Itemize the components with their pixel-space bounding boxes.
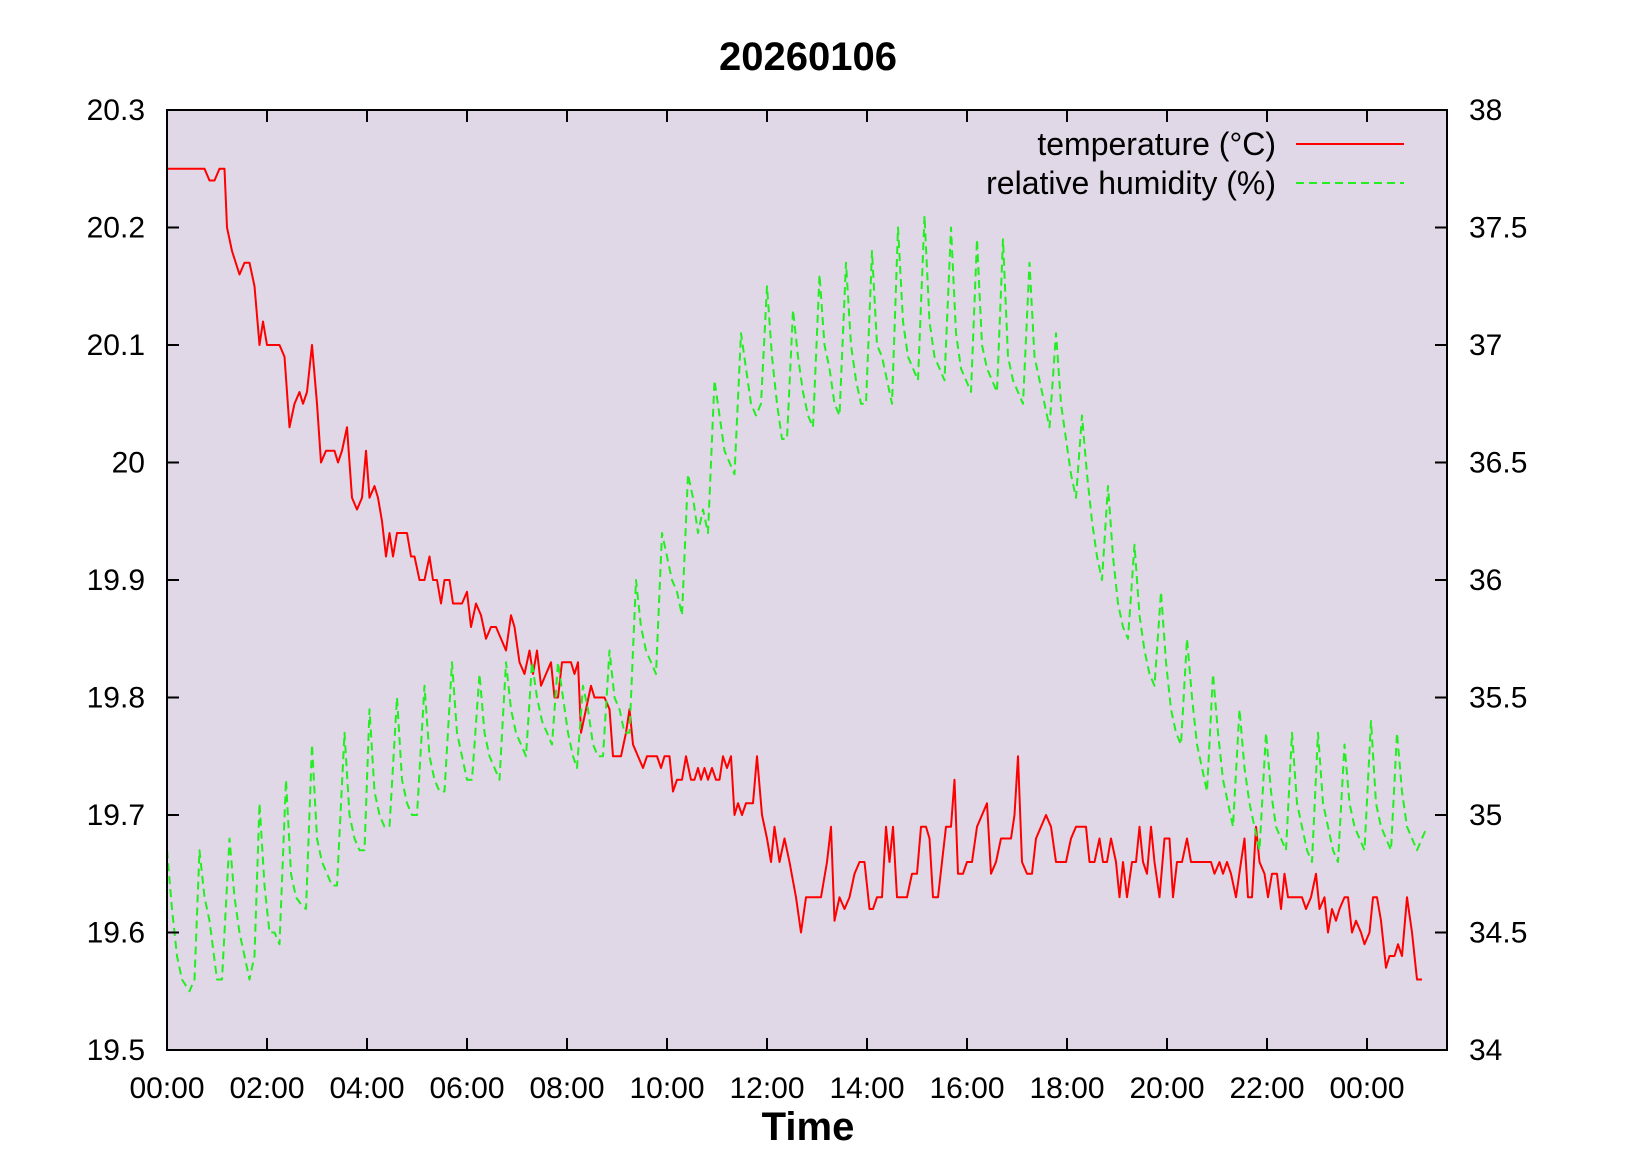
left-tick-label: 20.1 xyxy=(87,329,145,362)
left-tick-label: 20.2 xyxy=(87,212,145,245)
right-tick-label: 37.5 xyxy=(1469,212,1527,245)
x-tick-label: 02:00 xyxy=(229,1072,304,1105)
legend-label-humidity: relative humidity (%) xyxy=(986,165,1276,201)
x-tick-label: 12:00 xyxy=(729,1072,804,1105)
right-tick-label: 35.5 xyxy=(1469,682,1527,715)
right-axis: 34 34.5 35 35.5 36 36.5 37 37.5 38 xyxy=(1469,94,1527,1067)
temperature-line xyxy=(167,167,1422,981)
x-tick-label: 20:00 xyxy=(1129,1072,1204,1105)
left-tick-label: 20 xyxy=(112,447,145,480)
x-tick-label: 06:00 xyxy=(429,1072,504,1105)
right-tick-label: 38 xyxy=(1469,94,1502,127)
right-tick-label: 34 xyxy=(1469,1034,1502,1067)
left-tick-label: 19.5 xyxy=(87,1034,145,1067)
humidity-series xyxy=(166,214,1428,993)
x-tick-label: 00:00 xyxy=(1329,1072,1404,1105)
right-tick-label: 36.5 xyxy=(1469,447,1527,480)
x-axis-title: Time xyxy=(762,1105,855,1149)
left-tick-label: 19.6 xyxy=(87,917,145,950)
right-tick-label: 36 xyxy=(1469,564,1502,597)
right-tick-label: 34.5 xyxy=(1469,917,1527,950)
legend-label-temperature: temperature (°C) xyxy=(1037,126,1276,162)
left-axis: 19.5 19.6 19.7 19.8 19.9 20 20.1 20.2 20.3 xyxy=(87,94,1447,1067)
humidity-line xyxy=(166,214,1428,993)
x-tick-label: 00:00 xyxy=(129,1072,204,1105)
legend: temperature (°C) relative humidity (%) xyxy=(986,126,1404,201)
x-tick-label: 08:00 xyxy=(529,1072,604,1105)
x-tick-label: 10:00 xyxy=(629,1072,704,1105)
left-tick-label: 19.8 xyxy=(87,682,145,715)
x-axis: 00:00 02:00 04:00 06:00 08:00 10:00 12:00 14:00… xyxy=(129,110,1405,1105)
left-tick-label: 19.7 xyxy=(87,799,145,832)
left-tick-label: 20.3 xyxy=(87,94,145,127)
chart-title: 20260106 xyxy=(719,35,897,79)
x-tick-label: 16:00 xyxy=(929,1072,1004,1105)
right-tick-label: 37 xyxy=(1469,329,1502,362)
right-tick-label: 35 xyxy=(1469,799,1502,832)
x-tick-label: 22:00 xyxy=(1229,1072,1304,1105)
plot-area xyxy=(167,110,1447,1050)
left-tick-label: 19.9 xyxy=(87,564,145,597)
x-tick-label: 04:00 xyxy=(329,1072,404,1105)
x-tick-label: 18:00 xyxy=(1029,1072,1104,1105)
x-tick-label: 14:00 xyxy=(829,1072,904,1105)
temperature-series xyxy=(167,167,1422,981)
